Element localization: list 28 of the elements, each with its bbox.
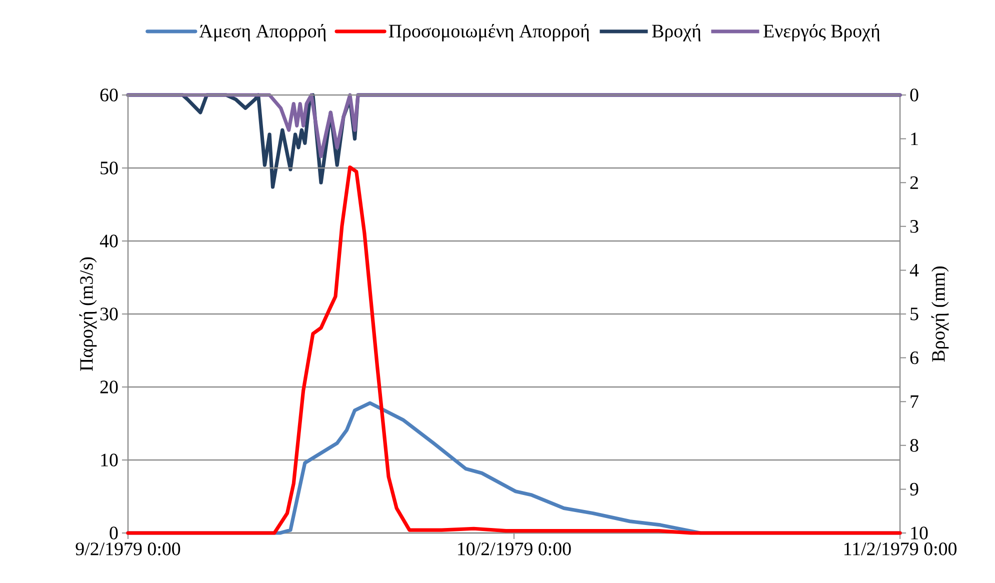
y2-tick-label: 3 [910, 220, 918, 233]
legend-label: Προσομοιωμένη Απορροή [388, 24, 589, 42]
legend-label: Άμεση Απορροή [199, 24, 326, 42]
y-tick-label: 20 [100, 380, 118, 394]
y2-tick-label: 0 [910, 88, 918, 102]
y2-tick-label: 4 [910, 264, 919, 276]
legend-label: Βροχή [652, 24, 700, 42]
y2-tick-label: 5 [910, 308, 918, 320]
y-tick-label: 10 [101, 454, 118, 466]
x-tick-label: 10/2/1979 0:00 [458, 542, 571, 556]
y2-tick-label: 6 [910, 351, 918, 364]
y2-tick-label: 7 [910, 395, 918, 408]
line-series [126, 93, 902, 158]
y-tick-label: 50 [100, 162, 118, 174]
x-tick-label: 9/2/1979 0:00 [76, 542, 180, 556]
y2-tick-label: 10 [911, 526, 928, 540]
y-tick-label: 0 [110, 526, 118, 540]
x-tick-label: 11/2/1979 0:00 [844, 542, 956, 556]
y2-tick-label: 9 [910, 482, 918, 496]
y-tick-label: 60 [100, 88, 118, 102]
legend-label: Ενεργός Βροχή [764, 24, 880, 42]
y2-tick-label: 1 [911, 132, 918, 146]
y2-axis-title: Βροχή (mm) [931, 266, 949, 362]
y-axis-title: Παροχή (m3/s) [79, 257, 97, 371]
y-tick-label: 40 [100, 234, 118, 248]
y-tick-label: 30 [100, 308, 118, 320]
y2-tick-label: 8 [910, 439, 918, 452]
y2-tick-label: 2 [910, 176, 918, 189]
